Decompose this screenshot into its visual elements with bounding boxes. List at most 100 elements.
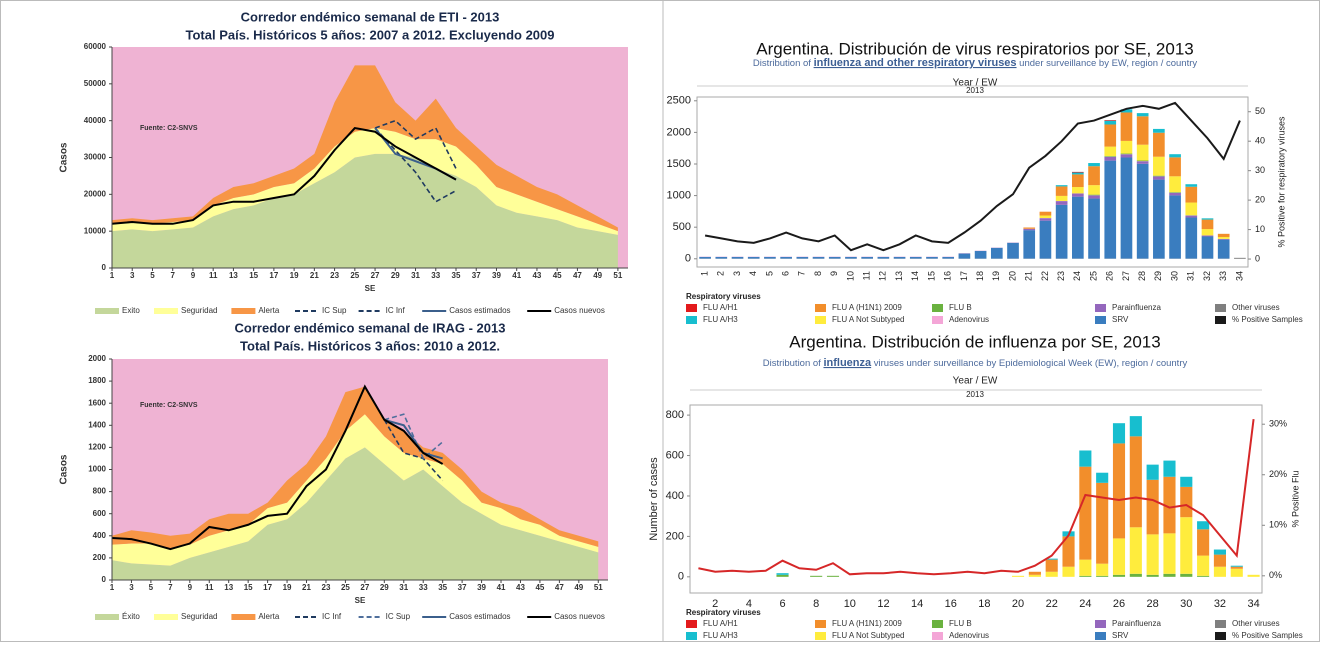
- x-tick-label: 45: [535, 583, 544, 592]
- bar-segment: [878, 257, 890, 259]
- bar-segment: [1056, 185, 1068, 186]
- x-tick-label: 15: [249, 271, 258, 280]
- bar-segment: [1169, 195, 1181, 258]
- bar-segment: [1040, 212, 1052, 216]
- x-tick-label: 37: [458, 583, 467, 592]
- y-tick-label: 1500: [667, 158, 691, 170]
- bar-segment: [1046, 560, 1058, 572]
- bar-segment: [1202, 229, 1214, 235]
- legend-label: Alerta: [258, 612, 279, 621]
- x-tick-label: 17: [269, 271, 278, 280]
- bar-segment: [1104, 156, 1116, 157]
- legend-swatch: [932, 304, 943, 312]
- bar-segment: [1197, 529, 1209, 555]
- bar-segment: [1088, 199, 1100, 259]
- x-tick-label: 10: [845, 271, 855, 281]
- bar-segment: [1096, 473, 1108, 483]
- bar-segment: [699, 257, 711, 259]
- bar-segment: [1218, 234, 1230, 237]
- legend-label: Éxito: [122, 612, 140, 621]
- y-tick-label: 400: [666, 490, 684, 502]
- x-tick-label: 25: [1088, 271, 1098, 281]
- legend-swatch: [686, 316, 697, 324]
- x-tick-label: 17: [263, 583, 272, 592]
- legend-label: IC Sup: [322, 306, 347, 315]
- bar-segment: [1163, 574, 1175, 577]
- legend-label: Casos nuevos: [554, 306, 605, 315]
- bar-segment: [1088, 195, 1100, 196]
- legend-label: IC Inf: [322, 612, 342, 621]
- legend-label: FLU A/H1: [703, 303, 738, 312]
- chart-title: Total País. Históricos 3 años: 2010 a 20…: [240, 338, 500, 353]
- subtitle-part: viruses under surveillance by Epidemiolo…: [871, 358, 1187, 369]
- legend-swatch: [815, 316, 826, 324]
- bar-segment: [780, 257, 792, 259]
- bar-segment: [1088, 166, 1100, 185]
- bar-segment: [1202, 218, 1214, 219]
- x-tick-label: 18: [975, 271, 985, 281]
- x-tick-label: 19: [290, 271, 299, 280]
- x-tick-label: 39: [477, 583, 486, 592]
- legend-swatch: [1095, 632, 1106, 640]
- bar-segment: [1137, 113, 1149, 116]
- legend-swatch: [1095, 620, 1106, 628]
- annotation: Fuente: C2-SNVS: [140, 125, 198, 132]
- x-tick-label: 24: [1079, 598, 1091, 610]
- x-tick-label: 8: [813, 271, 823, 276]
- x-tick-label: 17: [959, 271, 969, 281]
- bar-segment: [1169, 154, 1181, 157]
- bar-segment: [1096, 483, 1108, 564]
- bar-segment: [1147, 480, 1159, 535]
- bar-segment: [1088, 163, 1100, 166]
- x-tick-label: 3: [129, 583, 134, 592]
- bar-segment: [1147, 465, 1159, 480]
- bar-segment: [1137, 164, 1149, 259]
- bar-segment: [1096, 564, 1108, 576]
- x-tick-label: 12: [878, 271, 888, 281]
- bar-segment: [1202, 220, 1214, 229]
- x-tick-label: 13: [229, 271, 238, 280]
- legend-swatch: [686, 632, 697, 640]
- bar-segment: [1214, 567, 1226, 577]
- legend-swatch: [231, 308, 255, 314]
- legend-label: SRV: [1112, 315, 1129, 324]
- legend-swatch: [932, 632, 943, 640]
- x-tick-label: 21: [310, 271, 319, 280]
- bar-segment: [1180, 477, 1192, 487]
- x-tick-label: 3: [130, 271, 135, 280]
- bar-segment: [1202, 236, 1214, 258]
- bar-segment: [1169, 176, 1181, 192]
- annotation: Fuente: C2-SNVS: [140, 402, 198, 409]
- y-tick-label: 600: [666, 449, 684, 461]
- legend-swatch: [932, 316, 943, 324]
- bar-segment: [926, 257, 938, 259]
- x-tick-label: 19: [283, 583, 292, 592]
- x-tick-label: 11: [205, 583, 214, 592]
- bar-segment: [1104, 124, 1116, 146]
- y2-tick-label: 40: [1255, 136, 1265, 146]
- y-tick-label: 1000: [667, 189, 691, 201]
- legend-label: Other viruses: [1232, 303, 1280, 312]
- bar-segment: [1056, 186, 1068, 195]
- legend-label: IC Sup: [386, 612, 411, 621]
- bar-segment: [1153, 176, 1165, 177]
- x-tick-label: 51: [613, 271, 622, 280]
- y2-tick-label: 30%: [1269, 419, 1287, 429]
- bar-segment: [715, 257, 727, 259]
- legend-swatch: [1095, 316, 1106, 324]
- x-tick-label: 3: [732, 271, 742, 276]
- bar-segment: [845, 257, 857, 259]
- legend-swatch: [1215, 316, 1226, 324]
- bar-segment: [1147, 534, 1159, 574]
- bar-segment: [1007, 243, 1019, 259]
- subtitle-link: influenza: [823, 357, 872, 369]
- bar-segment: [1113, 538, 1125, 574]
- bar-segment: [1104, 121, 1116, 125]
- legend-label: Parainfluenza: [1112, 303, 1161, 312]
- bar-segment: [1062, 567, 1074, 577]
- x-tick-label: 8: [813, 598, 819, 610]
- x-tick-label: 29: [380, 583, 389, 592]
- x-tick-label: 39: [492, 271, 501, 280]
- x-tick-label: 27: [1121, 271, 1131, 281]
- bar-segment: [1197, 556, 1209, 576]
